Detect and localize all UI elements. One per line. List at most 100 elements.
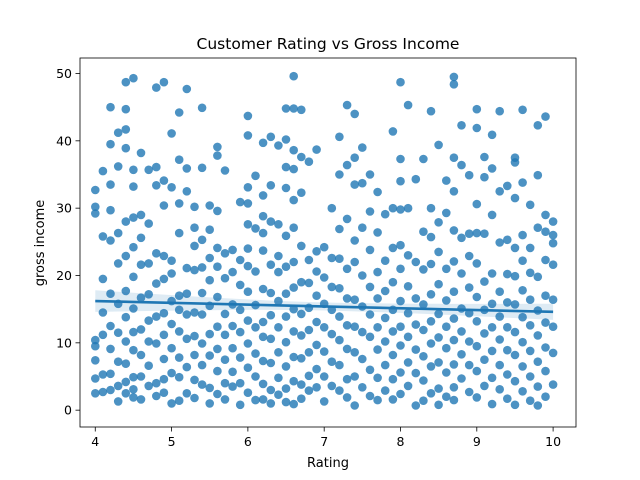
data-point (220, 249, 230, 258)
data-point (129, 327, 138, 337)
data-point (419, 396, 428, 406)
data-point (457, 327, 466, 336)
data-point (472, 366, 482, 376)
data-point (113, 228, 123, 238)
data-point (472, 393, 482, 402)
x-tick-label: 7 (320, 434, 328, 449)
data-point (106, 180, 115, 189)
data-point (411, 368, 421, 378)
data-point (365, 332, 375, 342)
data-point (419, 154, 428, 164)
data-point (98, 166, 108, 176)
data-point (350, 109, 360, 119)
data-point (113, 357, 123, 367)
data-point (434, 309, 443, 319)
data-point (121, 77, 131, 87)
data-point (510, 158, 520, 167)
data-point (396, 264, 405, 274)
data-point (182, 263, 192, 273)
data-point (472, 341, 482, 351)
data-point (533, 401, 543, 410)
data-point (281, 231, 291, 241)
data-point (106, 321, 115, 331)
data-point (159, 374, 169, 384)
data-point (121, 359, 131, 369)
data-point (518, 178, 527, 187)
data-point (403, 251, 413, 260)
data-point (274, 220, 283, 229)
data-point (213, 389, 222, 399)
data-point (319, 242, 329, 252)
data-point (518, 230, 527, 240)
data-point (411, 401, 421, 410)
y-axis-ticks: 0 10 20 30 40 50 (56, 66, 80, 418)
data-point (380, 337, 390, 346)
data-point (274, 251, 283, 261)
data-point (419, 227, 428, 236)
data-point (342, 100, 352, 110)
data-point (380, 209, 390, 219)
data-point (411, 174, 421, 184)
data-point (419, 325, 428, 335)
data-point (442, 368, 451, 377)
data-point (91, 335, 100, 345)
data-point (380, 386, 390, 395)
data-point (274, 296, 283, 306)
data-point (464, 283, 474, 292)
data-point (373, 373, 382, 383)
data-point (220, 355, 230, 365)
data-point (327, 253, 337, 263)
data-point (266, 288, 276, 298)
data-point (182, 289, 192, 299)
data-point (304, 157, 314, 166)
data-point (365, 391, 375, 401)
data-point (289, 195, 299, 205)
data-point (380, 360, 390, 370)
data-point (503, 323, 512, 332)
data-point (235, 353, 245, 362)
data-point (144, 361, 153, 371)
data-point (525, 268, 535, 278)
data-point (159, 330, 169, 340)
data-point (434, 247, 443, 257)
data-point (342, 344, 352, 354)
data-point (510, 193, 520, 203)
data-point (358, 354, 367, 364)
data-point (129, 393, 138, 402)
data-point (442, 296, 451, 305)
data-point (289, 71, 299, 81)
data-point (129, 242, 138, 252)
data-point (464, 170, 474, 180)
data-point (342, 294, 352, 303)
data-point (197, 263, 207, 272)
data-point (251, 224, 260, 233)
data-point (167, 343, 176, 353)
data-point (396, 205, 405, 214)
data-point (91, 209, 100, 218)
data-point (495, 106, 505, 116)
data-point (548, 380, 558, 389)
data-point (197, 235, 207, 245)
data-point (464, 337, 474, 346)
data-point (297, 380, 306, 389)
data-point (213, 292, 222, 302)
data-point (274, 267, 283, 277)
data-point (350, 236, 360, 245)
data-point (396, 296, 405, 306)
data-point (289, 283, 299, 292)
data-point (373, 228, 382, 237)
data-point (297, 152, 306, 162)
data-point (342, 393, 352, 402)
data-point (235, 327, 245, 337)
data-point (304, 325, 314, 335)
data-point (434, 358, 443, 367)
data-point (243, 244, 253, 253)
data-point (235, 280, 245, 290)
data-point (480, 329, 489, 338)
data-point (121, 312, 131, 322)
data-point (388, 243, 398, 253)
regression-line-layer (95, 299, 554, 314)
data-point (388, 374, 398, 384)
data-point (525, 346, 535, 356)
data-point (335, 386, 344, 395)
